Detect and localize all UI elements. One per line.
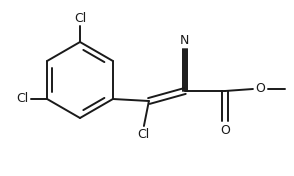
Text: Cl: Cl xyxy=(137,128,149,142)
Text: O: O xyxy=(255,83,265,96)
Text: O: O xyxy=(220,124,230,137)
Text: Cl: Cl xyxy=(16,93,28,105)
Text: N: N xyxy=(180,34,190,48)
Text: Cl: Cl xyxy=(74,11,86,24)
